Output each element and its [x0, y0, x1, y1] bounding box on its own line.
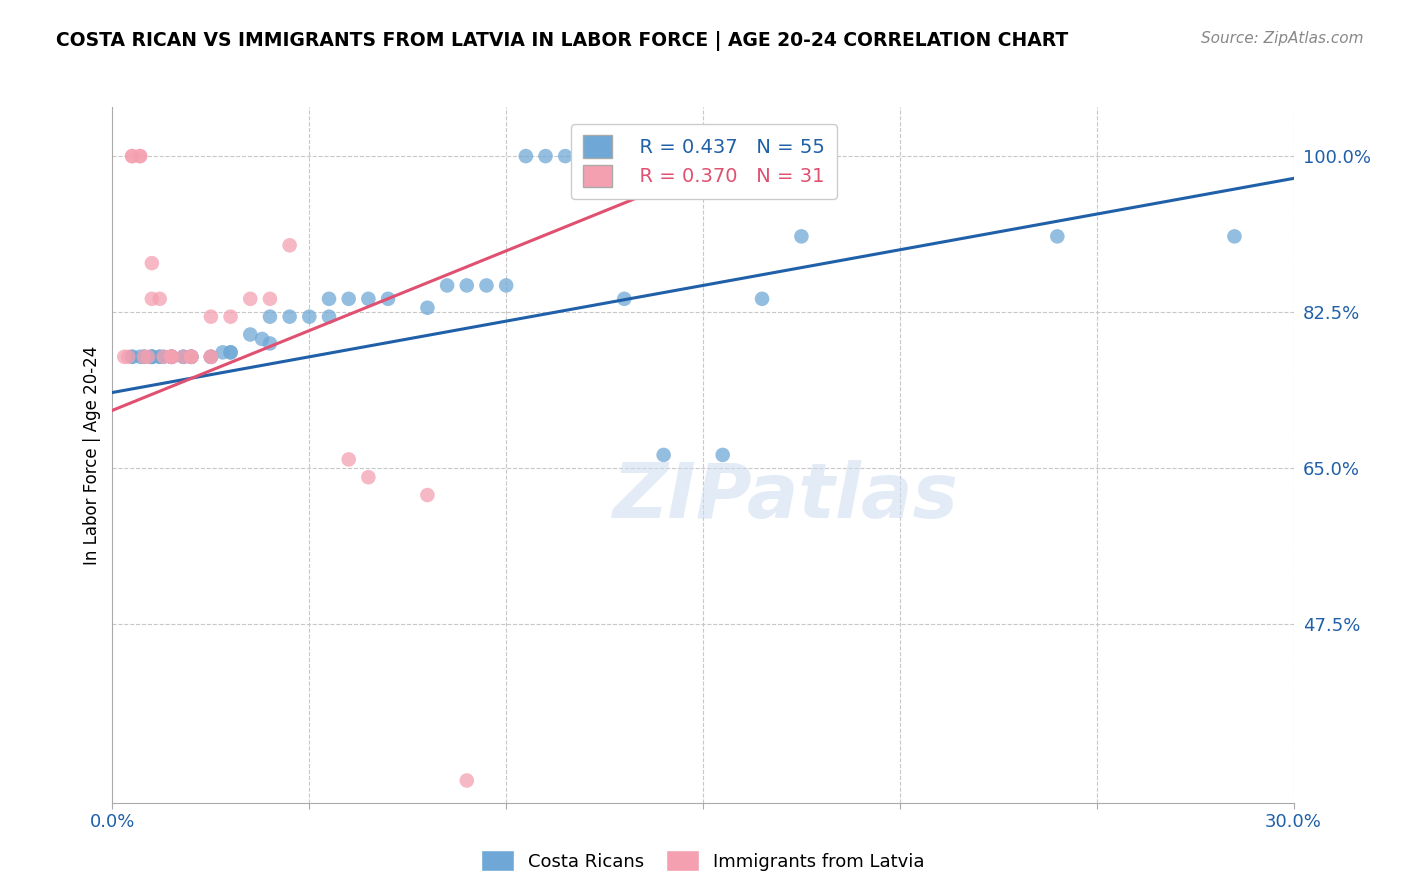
Text: COSTA RICAN VS IMMIGRANTS FROM LATVIA IN LABOR FORCE | AGE 20-24 CORRELATION CHA: COSTA RICAN VS IMMIGRANTS FROM LATVIA IN…	[56, 31, 1069, 51]
Point	[259, 336, 281, 351]
Y-axis label: In Labor Force | Age 20-24: In Labor Force | Age 20-24	[83, 345, 101, 565]
Point	[160, 350, 183, 364]
Point	[180, 350, 202, 364]
Point	[219, 345, 242, 359]
Point	[377, 292, 399, 306]
Point	[132, 350, 155, 364]
Point	[121, 350, 143, 364]
Point	[219, 310, 242, 324]
Point	[152, 350, 174, 364]
Point	[298, 310, 321, 324]
Point	[141, 350, 163, 364]
Point	[149, 292, 172, 306]
Point	[613, 292, 636, 306]
Point	[534, 149, 557, 163]
Point	[180, 350, 202, 364]
Point	[180, 350, 202, 364]
Point	[160, 350, 183, 364]
Point	[121, 350, 143, 364]
Legend: Costa Ricans, Immigrants from Latvia: Costa Ricans, Immigrants from Latvia	[474, 843, 932, 879]
Point	[259, 292, 281, 306]
Point	[456, 278, 478, 293]
Point	[132, 350, 155, 364]
Point	[149, 350, 172, 364]
Point	[160, 350, 183, 364]
Point	[160, 350, 183, 364]
Point	[112, 350, 135, 364]
Point	[160, 350, 183, 364]
Point	[180, 350, 202, 364]
Point	[180, 350, 202, 364]
Point	[436, 278, 458, 293]
Text: ZIPatlas: ZIPatlas	[613, 459, 959, 533]
Point	[200, 310, 222, 324]
Point	[152, 350, 174, 364]
Point	[121, 149, 143, 163]
Point	[132, 350, 155, 364]
Point	[211, 345, 233, 359]
Point	[416, 301, 439, 315]
Point	[172, 350, 194, 364]
Point	[160, 350, 183, 364]
Point	[239, 292, 262, 306]
Point	[318, 310, 340, 324]
Point	[172, 350, 194, 364]
Point	[141, 350, 163, 364]
Point	[278, 238, 301, 252]
Point	[790, 229, 813, 244]
Point	[711, 448, 734, 462]
Point	[160, 350, 183, 364]
Point	[751, 292, 773, 306]
Point	[337, 452, 360, 467]
Point	[318, 292, 340, 306]
Point	[200, 350, 222, 364]
Point	[180, 350, 202, 364]
Point	[141, 350, 163, 364]
Point	[515, 149, 537, 163]
Point	[1046, 229, 1069, 244]
Point	[416, 488, 439, 502]
Point	[200, 350, 222, 364]
Point	[129, 149, 152, 163]
Point	[136, 350, 159, 364]
Point	[475, 278, 498, 293]
Point	[160, 350, 183, 364]
Point	[117, 350, 139, 364]
Point	[141, 292, 163, 306]
Point	[141, 350, 163, 364]
Point	[278, 310, 301, 324]
Point	[219, 345, 242, 359]
Point	[456, 773, 478, 788]
Point	[129, 350, 152, 364]
Point	[121, 149, 143, 163]
Text: Source: ZipAtlas.com: Source: ZipAtlas.com	[1201, 31, 1364, 46]
Point	[149, 350, 172, 364]
Point	[180, 350, 202, 364]
Legend:   R = 0.437   N = 55,   R = 0.370   N = 31: R = 0.437 N = 55, R = 0.370 N = 31	[571, 124, 837, 199]
Point	[200, 350, 222, 364]
Point	[172, 350, 194, 364]
Point	[495, 278, 517, 293]
Point	[357, 470, 380, 484]
Point	[250, 332, 273, 346]
Point	[1223, 229, 1246, 244]
Point	[337, 292, 360, 306]
Point	[160, 350, 183, 364]
Point	[574, 149, 596, 163]
Point	[141, 256, 163, 270]
Point	[259, 310, 281, 324]
Point	[554, 149, 576, 163]
Point	[200, 350, 222, 364]
Point	[129, 149, 152, 163]
Point	[357, 292, 380, 306]
Point	[652, 448, 675, 462]
Point	[239, 327, 262, 342]
